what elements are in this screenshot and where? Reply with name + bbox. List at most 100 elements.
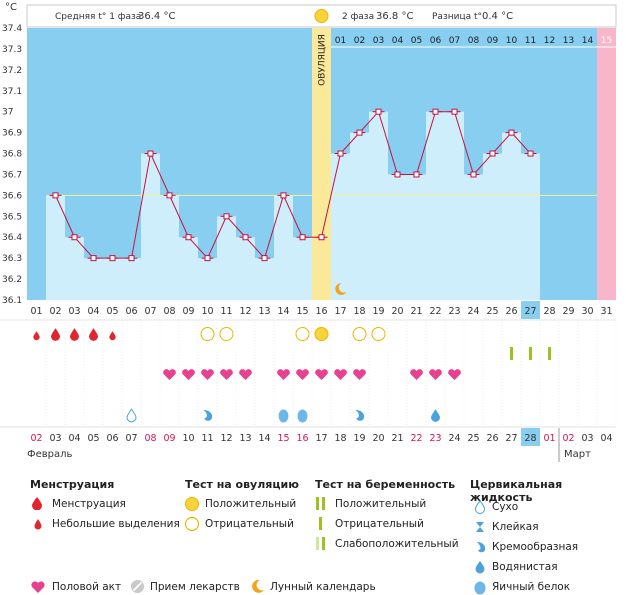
cycle-day-label: 13 (258, 306, 270, 317)
cycle-day-label: 27 (524, 306, 536, 317)
heart-icon (201, 369, 214, 380)
cycle-day-label: 30 (581, 306, 593, 317)
legend: Менструация Менструация Небольшие выделе… (0, 470, 626, 595)
date-label: 19 (353, 433, 365, 444)
temperature-point (299, 234, 306, 241)
phase2-day-label: 04 (392, 36, 404, 46)
fluid-creamy-icon (477, 542, 486, 553)
temperature-bar (407, 174, 426, 300)
date-label: 11 (201, 433, 213, 444)
cycle-day-label: 09 (182, 306, 194, 317)
date-label: 28 (524, 433, 536, 444)
today-date-highlight (521, 428, 540, 446)
legend-pregnancy-test-title: Тест на беременность (315, 478, 456, 491)
legend-pregnancy-weak: Слабоположительный (335, 538, 459, 550)
heart-icon (31, 581, 45, 593)
moon-icon (252, 579, 264, 593)
date-label: 07 (125, 433, 137, 444)
temperature-bar (521, 153, 540, 300)
phase1-label: Средняя t° 1 фаза (55, 12, 141, 22)
cycle-day-label: 11 (220, 306, 232, 317)
legend-moon: Лунный календарь (270, 581, 376, 593)
pill-icon (131, 580, 144, 593)
legend-spotting-item: Небольшие выделения (52, 518, 180, 530)
y-tick-label: 36.9 (2, 129, 22, 139)
date-label: 12 (220, 433, 232, 444)
cycle-day-label: 05 (106, 306, 118, 317)
date-label: 05 (87, 433, 99, 444)
cycle-day-label: 18 (353, 306, 365, 317)
fluid-sticky-icon (476, 522, 484, 532)
legend-pregnancy-positive: Положительный (335, 498, 427, 510)
temperature-bar (464, 174, 483, 300)
phase2-day-label: 08 (468, 36, 480, 46)
pregnancy-test-icon (529, 347, 532, 360)
cycle-day-label: 17 (334, 306, 346, 317)
temperature-bar (46, 195, 65, 300)
temperature-point (318, 234, 325, 241)
phase2-day-label: 15 (601, 36, 612, 46)
temperature-point (128, 255, 135, 262)
date-label: 02 (562, 433, 574, 444)
y-tick-label: 37.3 (2, 45, 22, 55)
temperature-bar (331, 153, 350, 300)
temperature-point (185, 234, 192, 241)
temperature-point (451, 108, 458, 115)
legend-fluid-title: Цервикальная жидкость (470, 478, 563, 504)
heart-icon (353, 369, 366, 380)
month-left-label: Февраль (27, 449, 73, 460)
y-tick-label: 36.8 (2, 150, 22, 160)
temperature-point (147, 150, 154, 157)
today-highlight (521, 301, 540, 319)
cycle-day-label: 25 (486, 306, 498, 317)
cycle-day-label: 24 (467, 306, 479, 317)
temperature-point (242, 234, 249, 241)
cycle-day-label: 29 (562, 306, 574, 317)
spotting-drop-icon (34, 519, 42, 530)
temperature-point (166, 192, 173, 199)
date-label: 04 (68, 433, 80, 444)
heart-icon (334, 369, 347, 380)
legend-sex: Половой акт (52, 581, 122, 593)
heart-icon (182, 369, 195, 380)
temperature-bar (160, 195, 179, 300)
cycle-day-label: 22 (429, 306, 441, 317)
ovulation-positive-icon (185, 497, 199, 511)
date-label: 02 (30, 433, 42, 444)
date-label: 10 (182, 433, 194, 444)
phase2-day-label: 09 (487, 36, 499, 46)
temperature-point (508, 129, 515, 136)
ovulation-sun-icon (314, 9, 329, 23)
temperature-point (204, 255, 211, 262)
fluid-watery-icon (475, 561, 485, 574)
moon-icon (335, 282, 347, 295)
legend-fluid-creamy: Кремообразная (492, 541, 579, 553)
y-tick-label: 37 (2, 108, 13, 118)
cycle-day-label: 15 (296, 306, 308, 317)
legend-menstruation-title: Менструация (30, 478, 115, 491)
date-label: 18 (334, 433, 346, 444)
phase2-day-label: 11 (525, 36, 536, 46)
date-label: 17 (315, 433, 327, 444)
legend-fluid-watery: Водянистая (492, 561, 558, 573)
date-label: 21 (391, 433, 403, 444)
heart-icon (315, 369, 328, 380)
phase2-day-label: 12 (544, 36, 555, 46)
temperature-bar (483, 153, 502, 300)
date-label: 20 (372, 433, 384, 444)
temperature-bar (388, 174, 407, 300)
phase2-day-label: 03 (373, 36, 384, 46)
cycle-day-label: 01 (30, 306, 42, 317)
pregnancy-positive-icon (316, 497, 325, 510)
ovulation-positive-icon (314, 327, 329, 341)
date-label: 24 (448, 433, 460, 444)
ovulation-negative-icon (371, 327, 386, 341)
temperature-point (432, 108, 439, 115)
phase1-value: 36.4 °C (138, 11, 175, 22)
temperature-bar (217, 216, 236, 300)
date-label: 04 (600, 433, 612, 444)
temperature-point (470, 171, 477, 178)
y-tick-label: 36.7 (2, 170, 22, 180)
date-label: 25 (467, 433, 479, 444)
heart-icon (277, 369, 290, 380)
